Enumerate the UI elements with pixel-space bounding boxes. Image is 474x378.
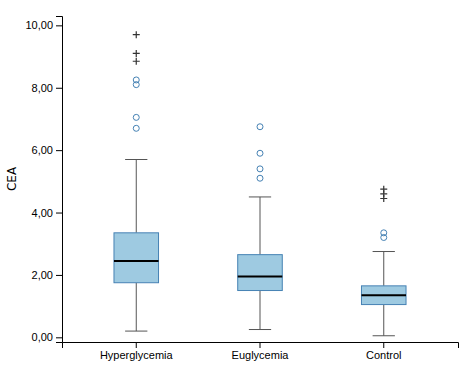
x-tick-label: Control <box>366 349 401 361</box>
extreme <box>133 58 140 65</box>
y-tick-label: 0,00 <box>32 331 53 343</box>
x-tick-mark <box>136 342 137 348</box>
cap-low <box>125 331 147 332</box>
boxes <box>114 31 406 336</box>
y-tick-label: 6,00 <box>32 144 53 156</box>
y-tick-mark <box>56 213 62 214</box>
y-tick-label: 8,00 <box>32 82 53 94</box>
x-tick-mark <box>260 342 261 348</box>
cap-low <box>249 329 271 330</box>
x-tick-label: Hyperglycemia <box>100 349 174 361</box>
outlier <box>133 77 139 83</box>
x-tick: Hyperglycemia <box>100 342 174 361</box>
cap-high <box>373 251 395 252</box>
x-tick: Control <box>366 342 401 361</box>
y-tick-label: 4,00 <box>32 207 53 219</box>
whisker-low <box>136 283 137 331</box>
whisker-high <box>260 197 261 255</box>
y-tick: 0,00 <box>32 331 62 343</box>
x-tick-mark <box>383 342 384 348</box>
median <box>361 294 406 296</box>
x-axis: Hyperglycemia Euglycemia Control <box>63 342 459 361</box>
x-tick-label: Euglycemia <box>232 349 290 361</box>
box-group <box>361 186 406 336</box>
outlier <box>133 125 139 131</box>
y-tick-mark <box>56 150 62 151</box>
y-tick-mark <box>56 25 62 26</box>
box <box>114 233 159 283</box>
y-tick: 2,00 <box>32 269 62 281</box>
y-axis-title: CEA <box>5 166 19 191</box>
box <box>238 255 283 291</box>
box <box>361 286 406 305</box>
whisker-low <box>260 291 261 330</box>
median <box>238 275 283 277</box>
chart: 0,00 2,00 4,00 6,00 8,00 10,00 Hyperglycemia Eu… <box>0 0 474 378</box>
y-axis-line <box>56 17 63 343</box>
outlier <box>257 166 263 172</box>
y-axis: 0,00 2,00 4,00 6,00 8,00 10,00 <box>25 17 62 344</box>
y-tick: 6,00 <box>32 144 62 156</box>
median <box>114 260 159 262</box>
whisker-high <box>136 160 137 233</box>
y-tick-label: 2,00 <box>32 269 53 281</box>
outlier <box>257 150 263 156</box>
outlier <box>257 175 263 181</box>
y-tick-mark <box>56 337 62 338</box>
y-tick-mark <box>56 88 62 89</box>
outlier <box>257 124 263 130</box>
plot: 0,00 2,00 4,00 6,00 8,00 10,00 Hyperglycemia Eu… <box>25 17 458 361</box>
whisker-high <box>383 252 384 286</box>
cap-low <box>373 335 395 336</box>
extreme <box>380 186 387 193</box>
outlier <box>381 230 387 236</box>
y-tick-label: 10,00 <box>25 19 53 31</box>
y-tick-mark <box>56 275 62 276</box>
cap-high <box>249 196 271 197</box>
cap-high <box>125 159 147 160</box>
x-tick: Euglycemia <box>232 342 290 361</box>
whisker-low <box>383 305 384 336</box>
extreme <box>133 31 140 38</box>
y-tick: 10,00 <box>25 19 62 31</box>
box-group <box>238 124 283 330</box>
outlier <box>133 114 139 120</box>
y-tick: 4,00 <box>32 207 62 219</box>
box-group <box>114 31 159 331</box>
x-axis-line <box>63 343 459 349</box>
extreme <box>133 50 140 57</box>
y-tick: 8,00 <box>32 82 62 94</box>
